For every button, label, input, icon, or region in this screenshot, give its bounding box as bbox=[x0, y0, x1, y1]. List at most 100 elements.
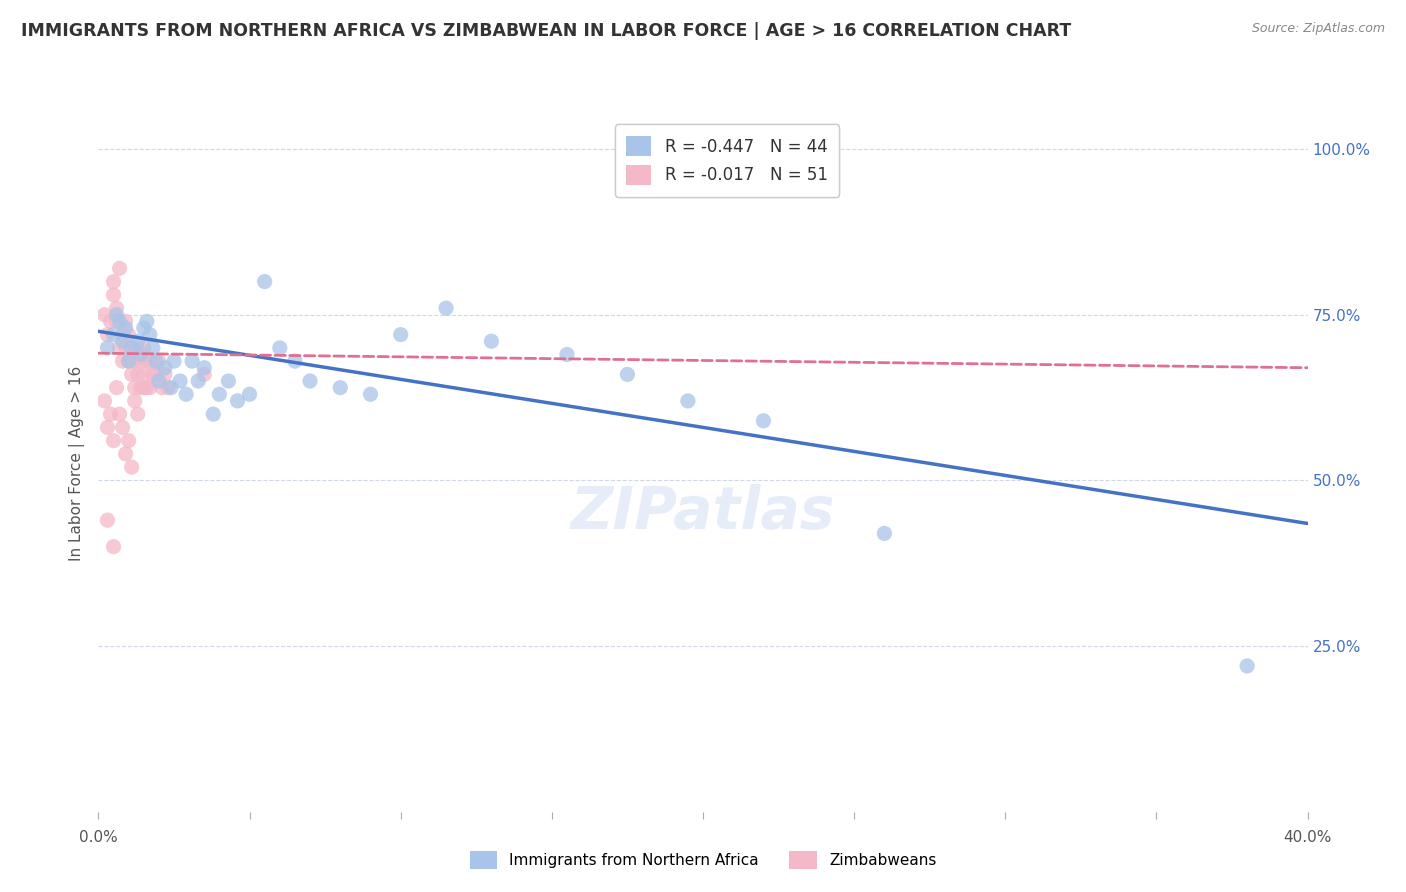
Point bbox=[226, 393, 249, 408]
Point bbox=[139, 327, 162, 342]
Point bbox=[135, 314, 157, 328]
Point bbox=[145, 354, 167, 368]
Point bbox=[135, 381, 157, 395]
Point bbox=[389, 327, 412, 342]
Point bbox=[105, 314, 128, 328]
Point bbox=[105, 301, 128, 315]
Point bbox=[217, 374, 239, 388]
Point bbox=[108, 407, 131, 421]
Y-axis label: In Labor Force | Age > 16: In Labor Force | Age > 16 bbox=[69, 367, 84, 561]
Point bbox=[103, 327, 125, 342]
Point bbox=[156, 381, 179, 395]
Point bbox=[111, 334, 134, 349]
Point bbox=[160, 381, 183, 395]
Point bbox=[118, 354, 141, 368]
Point bbox=[96, 513, 118, 527]
Point bbox=[481, 334, 503, 349]
Point bbox=[103, 540, 125, 554]
Point bbox=[139, 354, 162, 368]
Point bbox=[187, 374, 209, 388]
Point bbox=[139, 381, 162, 395]
Point bbox=[124, 393, 146, 408]
Point bbox=[118, 434, 141, 448]
Point bbox=[118, 354, 141, 368]
Point bbox=[873, 526, 896, 541]
Point bbox=[299, 374, 322, 388]
Point bbox=[676, 393, 699, 408]
Point bbox=[103, 434, 125, 448]
Point bbox=[208, 387, 231, 401]
Point bbox=[145, 368, 167, 382]
Point bbox=[129, 354, 152, 368]
Point bbox=[118, 327, 141, 342]
Point bbox=[124, 381, 146, 395]
Point bbox=[121, 341, 143, 355]
Point bbox=[239, 387, 262, 401]
Point bbox=[127, 368, 149, 382]
Point bbox=[181, 354, 204, 368]
Point bbox=[114, 314, 136, 328]
Point bbox=[108, 261, 131, 276]
Point bbox=[142, 341, 165, 355]
Point bbox=[127, 334, 149, 349]
Point bbox=[121, 460, 143, 475]
Point bbox=[108, 314, 131, 328]
Point bbox=[148, 374, 170, 388]
Point bbox=[142, 368, 165, 382]
Text: ZIPatlas: ZIPatlas bbox=[571, 484, 835, 541]
Point bbox=[103, 275, 125, 289]
Point bbox=[114, 341, 136, 355]
Point bbox=[163, 354, 186, 368]
Point bbox=[114, 321, 136, 335]
Point bbox=[96, 341, 118, 355]
Point bbox=[127, 407, 149, 421]
Text: 0.0%: 0.0% bbox=[79, 830, 118, 846]
Point bbox=[114, 447, 136, 461]
Point bbox=[253, 275, 276, 289]
Point bbox=[193, 360, 215, 375]
Point bbox=[96, 420, 118, 434]
Point bbox=[1236, 659, 1258, 673]
Point bbox=[127, 341, 149, 355]
Point bbox=[121, 341, 143, 355]
Point bbox=[132, 321, 155, 335]
Point bbox=[202, 407, 225, 421]
Text: IMMIGRANTS FROM NORTHERN AFRICA VS ZIMBABWEAN IN LABOR FORCE | AGE > 16 CORRELAT: IMMIGRANTS FROM NORTHERN AFRICA VS ZIMBA… bbox=[21, 22, 1071, 40]
Point bbox=[103, 288, 125, 302]
Point bbox=[329, 381, 352, 395]
Point bbox=[148, 354, 170, 368]
Point bbox=[132, 381, 155, 395]
Point bbox=[284, 354, 307, 368]
Point bbox=[434, 301, 457, 315]
Point bbox=[129, 381, 152, 395]
Point bbox=[93, 393, 115, 408]
Text: Source: ZipAtlas.com: Source: ZipAtlas.com bbox=[1251, 22, 1385, 36]
Point bbox=[111, 420, 134, 434]
Point bbox=[153, 368, 176, 382]
Point bbox=[132, 341, 155, 355]
Point bbox=[752, 414, 775, 428]
Point bbox=[105, 308, 128, 322]
Point bbox=[153, 360, 176, 375]
Point bbox=[360, 387, 382, 401]
Point bbox=[93, 308, 115, 322]
Text: 40.0%: 40.0% bbox=[1284, 830, 1331, 846]
Point bbox=[108, 341, 131, 355]
Point bbox=[169, 374, 191, 388]
Point bbox=[616, 368, 638, 382]
Legend: R = -0.447   N = 44, R = -0.017   N = 51: R = -0.447 N = 44, R = -0.017 N = 51 bbox=[614, 124, 839, 196]
Point bbox=[269, 341, 291, 355]
Point bbox=[129, 347, 152, 361]
Point bbox=[135, 354, 157, 368]
Point bbox=[193, 368, 215, 382]
Point bbox=[100, 407, 122, 421]
Point bbox=[100, 314, 122, 328]
Point bbox=[150, 381, 173, 395]
Point bbox=[105, 381, 128, 395]
Legend: Immigrants from Northern Africa, Zimbabweans: Immigrants from Northern Africa, Zimbabw… bbox=[464, 845, 942, 875]
Point bbox=[555, 347, 578, 361]
Point bbox=[121, 368, 143, 382]
Point bbox=[132, 368, 155, 382]
Point bbox=[111, 354, 134, 368]
Point bbox=[124, 354, 146, 368]
